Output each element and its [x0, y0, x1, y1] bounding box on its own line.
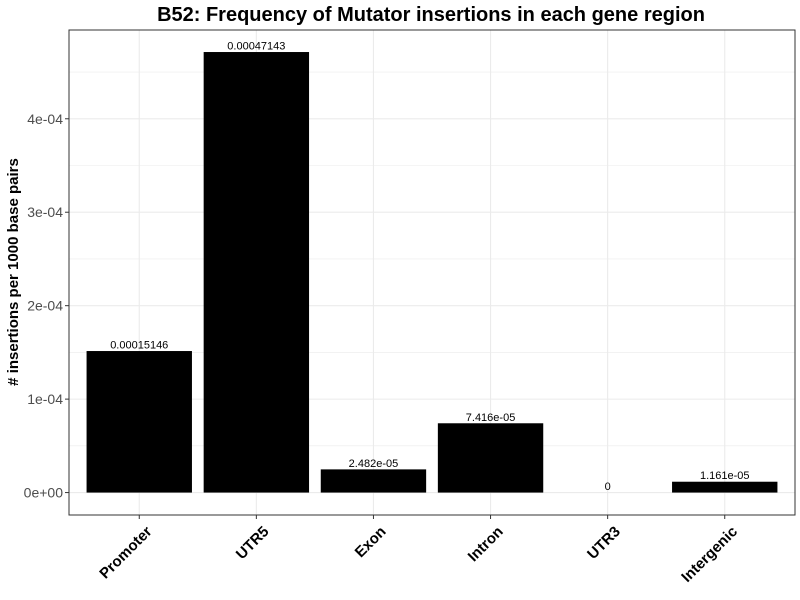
y-tick-label: 0e+00: [24, 485, 64, 501]
bars-layer: [86, 52, 778, 493]
data-label: 0: [605, 481, 611, 493]
chart-title: B52: Frequency of Mutator insertions in …: [157, 4, 705, 26]
bar-exon: [320, 469, 427, 493]
y-axis: 0e+00 1e-04 2e-04 3e-04 4e-04: [24, 111, 69, 501]
data-labels-layer: 0.00015146 0.00047143 2.482e-05 7.416e-05 0 1…: [110, 41, 749, 494]
data-label: 1.161e-05: [700, 470, 750, 482]
data-label: 7.416e-05: [466, 412, 516, 424]
bar-intron: [437, 423, 544, 493]
bar-promoter: [86, 351, 192, 493]
x-tick-label: Intron: [465, 523, 507, 565]
bar-intergenic: [672, 481, 778, 493]
panel-border: [68, 29, 796, 516]
y-axis-title: # insertions per 1000 base pairs: [5, 158, 22, 386]
bar-utr5: [203, 52, 310, 493]
y-tick-label: 1e-04: [27, 391, 63, 407]
y-tick-label: 3e-04: [27, 204, 63, 220]
x-tick-label: Exon: [352, 523, 390, 561]
data-label: 2.482e-05: [349, 458, 399, 470]
y-tick-label: 4e-04: [27, 111, 63, 127]
x-tick-label: Promoter: [96, 523, 155, 582]
data-label: 0.00047143: [227, 41, 285, 53]
y-tick-label: 2e-04: [27, 298, 63, 314]
x-tick-label: UTR3: [584, 523, 624, 563]
x-axis: Promoter UTR5 Exon Intron UTR3 Intergenic: [96, 515, 741, 586]
x-tick-label: UTR5: [233, 523, 273, 563]
x-tick-label: Intergenic: [678, 523, 741, 586]
data-label: 0.00015146: [110, 340, 168, 352]
